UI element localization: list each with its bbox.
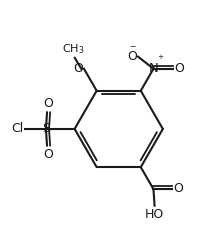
Text: $^{+}$: $^{+}$ (157, 54, 165, 64)
Text: O: O (173, 182, 183, 195)
Text: N: N (149, 62, 158, 75)
Text: S: S (42, 122, 50, 136)
Text: CH$_3$: CH$_3$ (62, 42, 85, 56)
Text: Cl: Cl (12, 122, 24, 136)
Text: O: O (73, 62, 83, 75)
Text: O: O (43, 97, 53, 110)
Text: O: O (127, 50, 137, 63)
Text: HO: HO (145, 208, 164, 221)
Text: $^{-}$: $^{-}$ (129, 44, 137, 54)
Text: O: O (174, 62, 184, 75)
Text: O: O (43, 148, 53, 161)
